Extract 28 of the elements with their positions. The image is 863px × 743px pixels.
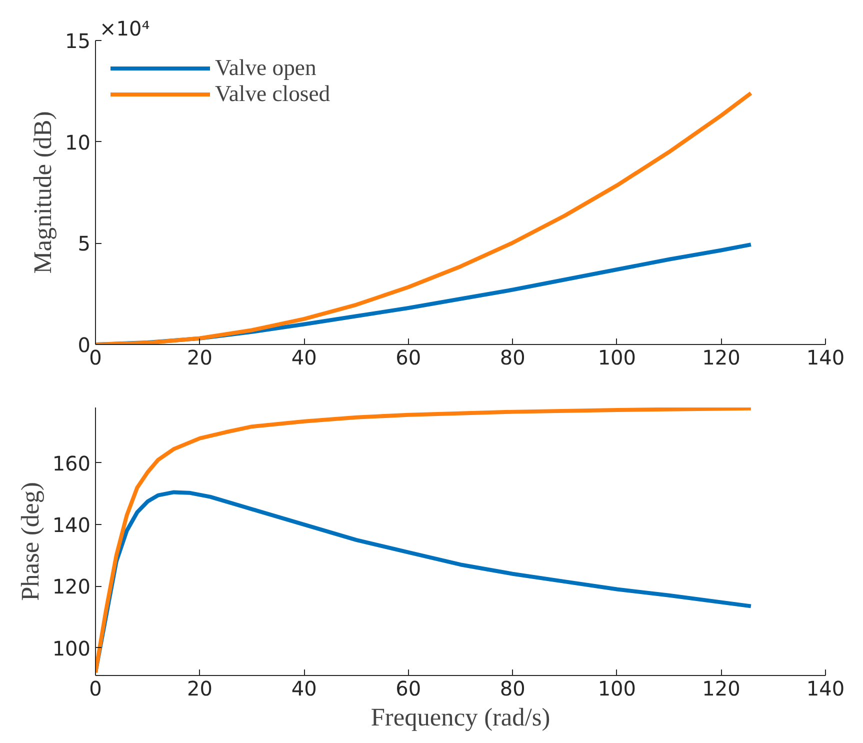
- legend-label: Valve open: [215, 55, 316, 81]
- x-tick-label: 120: [702, 676, 740, 700]
- x-tick-label: 80: [500, 676, 526, 700]
- y-axis-title: Phase (deg): [16, 482, 44, 601]
- y-tick-label: 160: [52, 451, 91, 476]
- y-tick-label: 100: [52, 636, 91, 660]
- x-tick-label: 100: [598, 676, 636, 700]
- x-tick-label: 140: [806, 676, 845, 700]
- x-axis-title: Frequency (rad/s): [370, 704, 550, 732]
- x-tick-label: 20: [187, 346, 213, 370]
- y-tick-label: 15: [65, 29, 91, 53]
- line-series: [96, 408, 753, 674]
- legend-label: Valve closed: [215, 81, 330, 107]
- x-tick-label: 120: [702, 346, 740, 370]
- x-tick-label: 100: [598, 346, 636, 370]
- y-tick-label: 140: [52, 513, 91, 538]
- x-tick-label: 140: [806, 346, 845, 370]
- y-tick-label: 120: [52, 574, 91, 599]
- annotation: ×10⁴: [100, 16, 150, 40]
- y-tick-label: 10: [65, 130, 91, 154]
- y-axis-title: Magnitude (dB): [29, 111, 58, 274]
- x-tick-label: 60: [396, 346, 422, 370]
- y-tick-label: 5: [78, 232, 91, 256]
- x-tick-label: 40: [291, 676, 317, 700]
- x-tick-label: 60: [396, 676, 422, 700]
- x-tick-label: 40: [291, 346, 317, 370]
- x-tick-label: 20: [187, 676, 213, 700]
- x-tick-label: 80: [500, 346, 526, 370]
